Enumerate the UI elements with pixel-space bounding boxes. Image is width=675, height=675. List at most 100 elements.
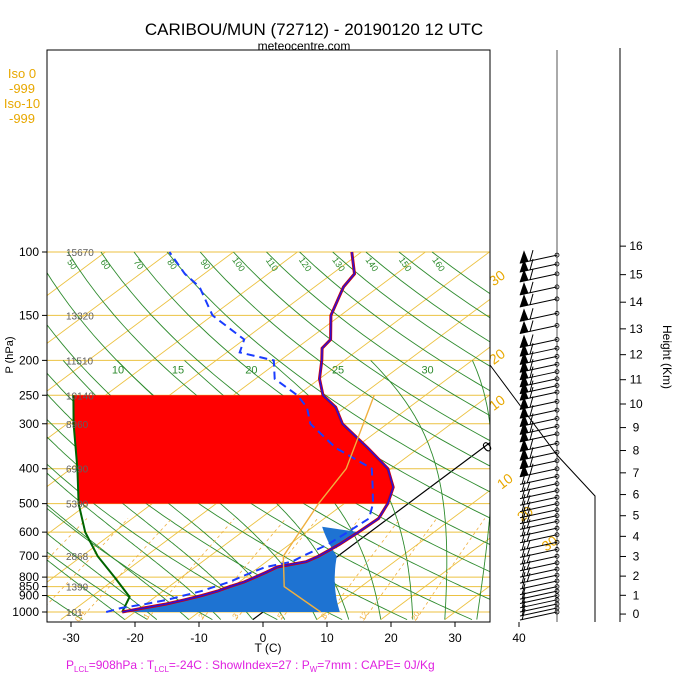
wind-barb-shaft <box>519 541 558 551</box>
wind-barb-shaft <box>519 490 558 500</box>
dry-adiabat <box>47 551 148 620</box>
isotherm-label: 10 <box>486 391 508 413</box>
dry-adiabat-label: 130 <box>330 255 347 273</box>
pressure-tick-label: 300 <box>19 417 39 431</box>
wind-barb-shaft <box>519 496 558 506</box>
wind-barb-shaft <box>519 520 558 530</box>
mixing-ratio-line <box>47 518 129 606</box>
height-tick-label: 14 <box>629 295 643 309</box>
fill-layer <box>73 395 394 612</box>
wind-barb-flag <box>521 565 526 578</box>
pressure-tick-label: 850 <box>19 580 39 594</box>
wind-barb-flag <box>526 560 531 570</box>
dry-adiabat-label: 120 <box>297 255 314 273</box>
wind-barb-flag <box>521 512 526 524</box>
surface-stable-area <box>122 526 359 612</box>
wind-barb-flag <box>521 604 526 617</box>
wind-barb-flag <box>526 501 531 511</box>
wind-barb-flag <box>521 506 526 518</box>
wind-barb-flag <box>529 380 534 392</box>
wind-barb-shaft <box>519 548 558 558</box>
dry-adiabat <box>47 372 408 621</box>
wind-barb-flag <box>521 583 526 595</box>
height-tick-label: 4 <box>633 529 640 543</box>
dry-adiabat-label: 160 <box>430 255 447 273</box>
temperature-tick-label: 10 <box>320 631 334 645</box>
wind-barb-flag <box>521 546 526 558</box>
dry-adiabat-label: 150 <box>397 255 414 273</box>
wind-barb-flag <box>521 553 526 565</box>
wind-barb-flag <box>529 455 534 467</box>
dry-adiabat <box>47 507 213 620</box>
wind-barb-flag <box>521 500 526 512</box>
wind-barb-shaft <box>519 574 558 584</box>
wind-barb-flag <box>526 526 531 536</box>
wind-barb-shaft <box>519 483 558 493</box>
wind-barb-shaft <box>519 590 558 600</box>
height-tick-label: 9 <box>633 421 640 435</box>
pressure-tick-label: 1000 <box>12 605 39 619</box>
dry-adiabat <box>332 251 490 367</box>
wind-barb-flag <box>521 525 526 537</box>
footer-cape: 0J/Kg <box>404 658 435 672</box>
wind-barb-flag <box>529 463 534 475</box>
pressure-tick-label: 200 <box>19 353 39 367</box>
wind-barb-shaft <box>519 611 558 621</box>
pressure-tick-label: 150 <box>19 308 39 322</box>
wind-barb-flag <box>526 519 531 529</box>
wind-barb-flag <box>529 334 534 346</box>
wind-barb-flag <box>526 566 531 577</box>
wind-barb-flag <box>529 366 534 378</box>
geopotential-height-label: 2868 <box>66 552 89 563</box>
geopotential-height-label: 15670 <box>66 248 94 259</box>
isotherm-label: 20 <box>486 345 508 367</box>
geopotential-height-label: 5390 <box>66 500 89 511</box>
wind-barb-flag <box>529 421 534 433</box>
dry-adiabat-label: 70 <box>132 257 146 271</box>
wind-barb-flag <box>526 481 531 491</box>
pressure-tick-label: 700 <box>19 549 39 563</box>
wind-barb-column <box>489 50 596 622</box>
pressure-tick-label: 500 <box>19 497 39 511</box>
wind-barb-shaft <box>519 568 558 578</box>
dry-adiabat-label: 60 <box>98 257 112 271</box>
wind-barb-shaft <box>519 475 558 485</box>
wind-barb-flag <box>529 351 534 363</box>
wind-barb-flag <box>521 577 526 590</box>
height-tick-label: 11 <box>630 373 643 387</box>
wind-barb-flag <box>529 413 534 425</box>
footer-indices: PLCL=908hPa : TLCL=-24C : ShowIndex=27 :… <box>66 658 435 674</box>
moist-adiabat-label: 20 <box>245 364 257 376</box>
wind-barb-flag <box>521 539 526 551</box>
dewpoint-curve <box>105 251 375 613</box>
wind-barb-flag <box>521 531 526 543</box>
mixing-ratio-line <box>47 518 88 561</box>
wind-barb-flag <box>526 513 531 523</box>
iso0-value: -999 <box>9 81 35 96</box>
wind-barb-flag <box>521 480 526 492</box>
wind-barb-flag <box>529 249 534 262</box>
cin-area <box>73 395 394 504</box>
dry-adiabat <box>166 251 490 493</box>
wind-barb-flag <box>526 532 531 542</box>
mixing-ratio-label: 5 <box>276 611 286 620</box>
height-tick-label: 8 <box>633 444 640 458</box>
wind-barb-flag <box>529 308 534 320</box>
wind-barb-shaft <box>519 599 558 609</box>
wind-barb-shaft <box>519 595 558 605</box>
x-axis-title: T (C) <box>254 641 281 655</box>
temperature-curve-core <box>122 251 395 613</box>
dry-adiabat <box>199 251 490 467</box>
mixing-ratio-label: 8 <box>319 611 329 620</box>
moist-adiabat <box>471 360 490 620</box>
wind-barb-shaft <box>519 503 558 513</box>
wind-barb-flag <box>521 608 526 621</box>
isotherm-label: 30 <box>486 267 508 289</box>
wind-barb-shaft <box>519 607 558 617</box>
isotherm-label: 0 <box>479 438 495 456</box>
wind-barb-pennant <box>519 320 529 334</box>
footer-p-lcl: 908hPa <box>96 658 138 672</box>
wind-barb-flag <box>526 474 531 484</box>
